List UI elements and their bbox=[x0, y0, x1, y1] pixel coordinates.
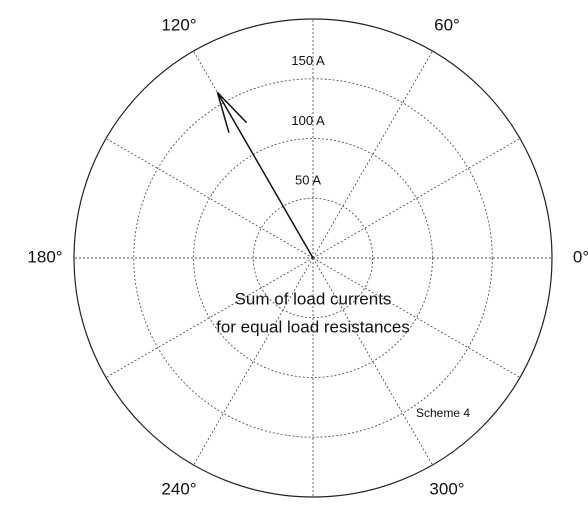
arrow-head bbox=[216, 91, 248, 124]
theta-tick-label: 300° bbox=[429, 480, 464, 499]
spoke bbox=[312, 138, 521, 259]
outer-circle bbox=[73, 18, 553, 498]
theta-tick-label: 240° bbox=[161, 480, 196, 499]
r-tick-label: 150 A bbox=[291, 53, 325, 68]
note: Scheme 4 bbox=[416, 406, 470, 420]
theta-tick-label: 60° bbox=[434, 15, 460, 34]
vector bbox=[216, 92, 314, 259]
theta-tick-label: 180° bbox=[27, 247, 62, 266]
theta-tick-label: 120° bbox=[161, 15, 196, 34]
theta-tick-label: 0° bbox=[573, 247, 588, 266]
ring bbox=[133, 78, 493, 438]
r-tick-label: 100 A bbox=[291, 113, 325, 128]
ring bbox=[193, 138, 433, 378]
ring bbox=[252, 197, 374, 319]
arrow-head bbox=[216, 92, 230, 133]
r-tick-label: 50 A bbox=[295, 173, 321, 188]
